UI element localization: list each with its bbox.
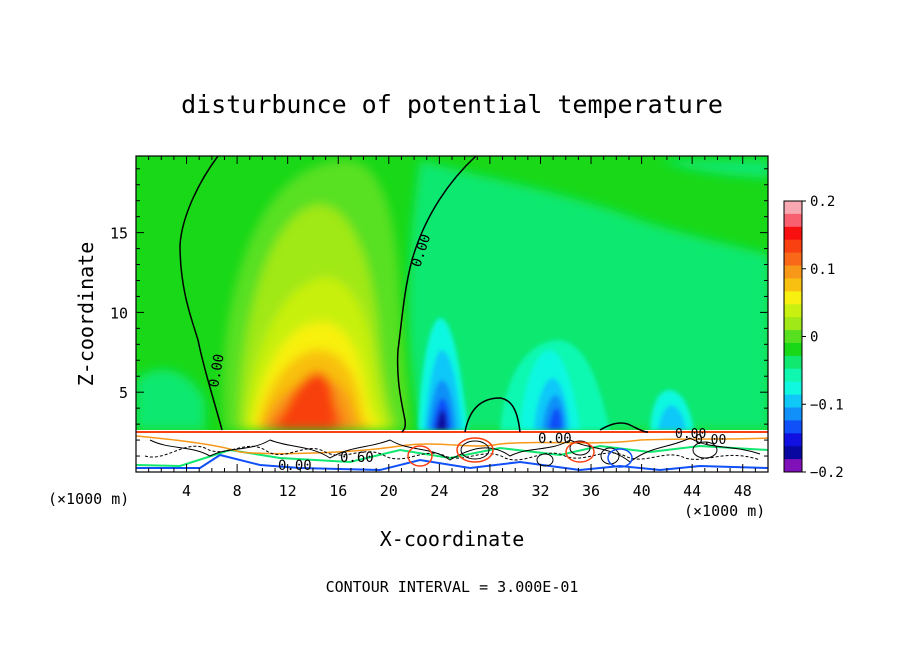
contour-label: 0.00 bbox=[675, 427, 706, 442]
colorbar-swatch bbox=[784, 252, 802, 267]
colorbar-swatch bbox=[784, 394, 802, 408]
cool-top-right bbox=[660, 160, 768, 178]
y-tick-label: 5 bbox=[119, 384, 128, 402]
plot-field bbox=[136, 156, 768, 472]
boundary-orange-line bbox=[136, 435, 768, 455]
colorbar-swatch bbox=[784, 226, 802, 241]
colorbar-swatch bbox=[784, 433, 802, 447]
colorbar-swatch bbox=[784, 304, 802, 318]
x-tick-label: 28 bbox=[481, 482, 499, 500]
colorbar-swatch bbox=[784, 265, 802, 279]
cold-plume-42b bbox=[658, 405, 686, 430]
colorbar-swatch bbox=[784, 330, 802, 344]
warm-core bbox=[278, 372, 335, 430]
cool-region-right bbox=[408, 160, 768, 430]
colorbar-swatch bbox=[784, 342, 802, 357]
colorbar-swatch bbox=[784, 420, 802, 434]
contour-label: 0.00 bbox=[538, 431, 572, 447]
boundary-blue-line bbox=[136, 453, 768, 472]
contour-label: 0.00 bbox=[278, 458, 312, 474]
x-tick-label: 16 bbox=[329, 482, 347, 500]
zero-contour-hump bbox=[464, 397, 521, 433]
x-tick-label: 20 bbox=[380, 482, 398, 500]
cold-plume-24e bbox=[436, 410, 447, 430]
x-axis-title: X-coordinate bbox=[380, 527, 525, 551]
contour-interval-note: CONTOUR INTERVAL = 3.000E-01 bbox=[326, 578, 579, 596]
colorbar-swatch bbox=[784, 201, 802, 215]
colorbar-swatch bbox=[784, 278, 802, 292]
x-tick-label: 24 bbox=[430, 482, 448, 500]
colorbar-tick-label: 0.2 bbox=[810, 194, 835, 210]
colorbar-swatch bbox=[784, 239, 802, 254]
colorbar-swatch bbox=[784, 446, 802, 460]
x-tick-label: 36 bbox=[582, 482, 600, 500]
zero-contour-small bbox=[599, 422, 649, 433]
x-axis: 4 8 12 16 20 24 28 32 36 40 44 48 bbox=[148, 156, 756, 500]
colorbar-swatch bbox=[784, 381, 802, 396]
colorbar-swatch bbox=[784, 355, 802, 370]
colorbar-swatch bbox=[784, 407, 802, 421]
x-tick-label: 44 bbox=[683, 482, 701, 500]
x-unit-label: (×1000 m) bbox=[48, 490, 129, 508]
zero-contour-mid bbox=[396, 156, 477, 433]
y-tick-label: 15 bbox=[110, 225, 128, 243]
colorbar-swatch bbox=[784, 459, 802, 473]
x-tick-label: 4 bbox=[182, 482, 191, 500]
contour-label: 0.60 bbox=[340, 450, 374, 466]
colorbar-tick-label: −0.1 bbox=[810, 397, 844, 413]
contour-label: 0.00 bbox=[206, 353, 228, 389]
x-tick-label: 32 bbox=[531, 482, 549, 500]
contour-label: 0.00 bbox=[695, 433, 726, 448]
y-axis-title: Z-coordinate bbox=[74, 242, 98, 387]
x-tick-label: 8 bbox=[233, 482, 242, 500]
cool-region-left bbox=[136, 369, 205, 430]
colorbar-swatch bbox=[784, 213, 802, 228]
x-unit-label-right: (×1000 m) bbox=[684, 502, 765, 520]
x-tick-label: 12 bbox=[279, 482, 297, 500]
y-axis: 5 10 15 bbox=[110, 168, 768, 457]
colorbar-tick-label: −0.2 bbox=[810, 465, 844, 481]
colorbar-swatch bbox=[784, 368, 802, 383]
zero-contour-left bbox=[179, 156, 223, 431]
colorbar: 0.2 0.1 0 −0.1 −0.2 bbox=[783, 194, 844, 481]
colorbar-tick-label: 0 bbox=[810, 330, 818, 346]
colorbar-tick-label: 0.1 bbox=[810, 262, 835, 278]
x-tick-label: 40 bbox=[633, 482, 651, 500]
colorbar-swatch bbox=[784, 291, 802, 305]
chart-title: disturbunce of potential temperature bbox=[181, 90, 723, 119]
colorbar-swatch bbox=[784, 317, 802, 331]
x-tick-label: 48 bbox=[734, 482, 752, 500]
boundary-contours-2 bbox=[144, 445, 761, 461]
y-tick-label: 10 bbox=[110, 304, 128, 322]
cold-plume-33d bbox=[548, 408, 562, 430]
